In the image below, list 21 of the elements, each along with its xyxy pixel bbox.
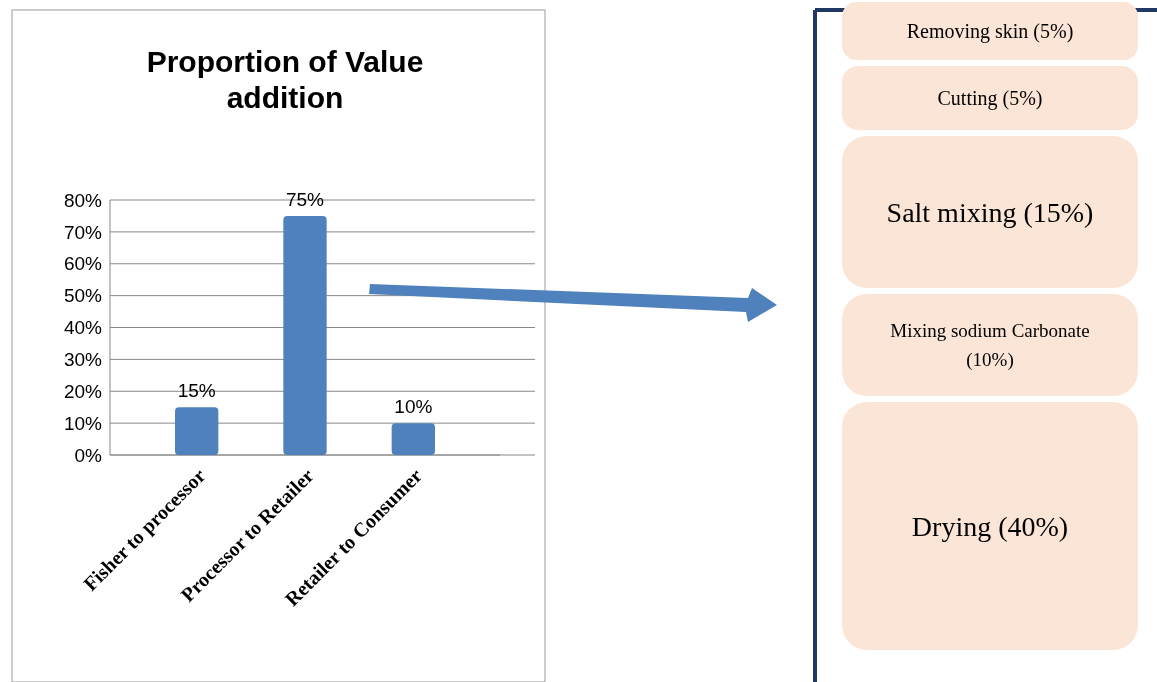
category-label: Cutting (5%) (937, 87, 1043, 110)
bar (283, 215, 327, 455)
data-label: 75% (285, 188, 325, 210)
data-label: 10% (394, 396, 433, 418)
data-label: 15% (177, 380, 216, 402)
category-label: Mixing sodium Carbonate (10%) (890, 320, 1090, 371)
chart-title: Proportion of Value addition (146, 45, 424, 114)
y-tick-label: 40% (63, 317, 103, 339)
category-label: Salt mixing (15%) (886, 196, 1094, 228)
y-tick-label: 80% (63, 189, 103, 211)
y-tick-label: 10% (63, 412, 103, 434)
y-tick-label: 70% (63, 221, 103, 243)
category-label: Removing skin (5%) (906, 20, 1074, 43)
category-label: Drying (40%) (911, 510, 1069, 542)
bar (391, 423, 435, 455)
bar (175, 407, 219, 455)
y-tick-label: 50% (63, 285, 103, 307)
y-tick-label: 30% (63, 349, 103, 371)
y-tick-label: 0% (74, 444, 103, 466)
y-tick-label: 60% (63, 253, 103, 275)
y-tick-label: 20% (63, 380, 103, 402)
